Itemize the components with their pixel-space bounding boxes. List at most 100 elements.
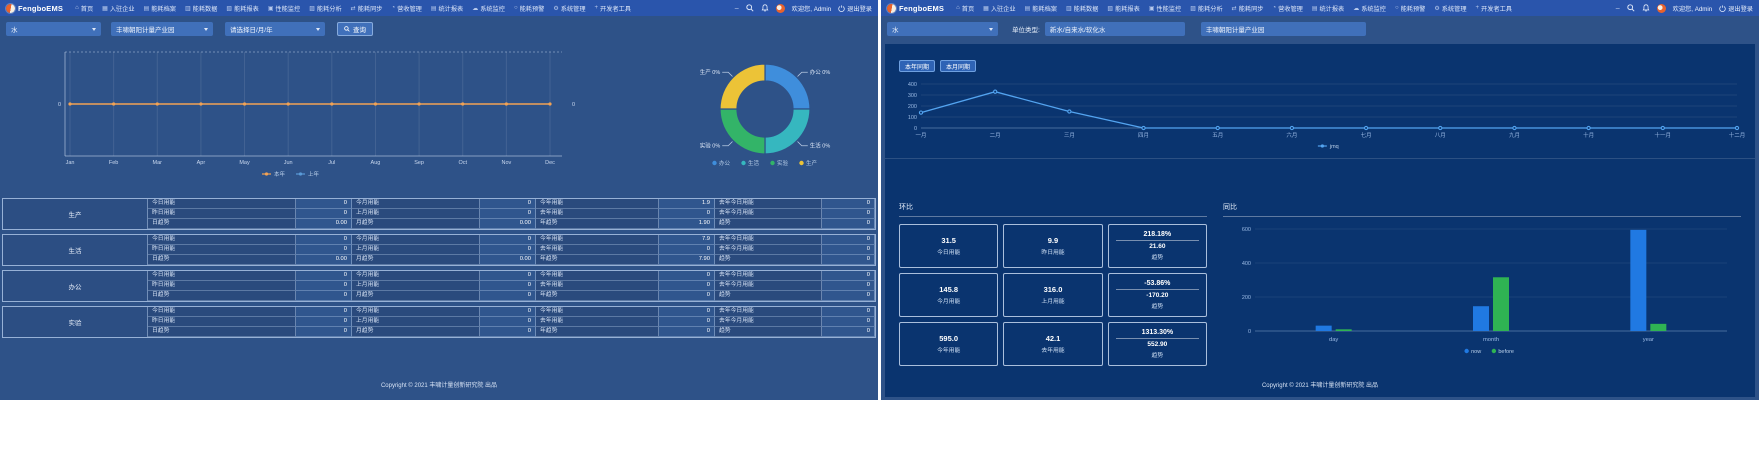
avatar[interactable]	[1656, 3, 1666, 13]
table-cell-value: 0	[296, 271, 352, 281]
energy-type-select[interactable]: 水	[887, 22, 998, 36]
nav-item-label: 统计报表	[438, 5, 464, 13]
nav-item[interactable]: ▤ 能耗档案	[144, 4, 176, 13]
bell-icon[interactable]	[1642, 4, 1650, 12]
table-cell-value: 0	[822, 281, 875, 291]
nav-item-label: 入驻企业	[990, 5, 1016, 13]
nav-item[interactable]: ▣ 性能监控	[1149, 4, 1181, 13]
divider	[1115, 240, 1199, 241]
table-cell-value: 0	[659, 291, 715, 301]
svg-text:Aug: Aug	[371, 160, 381, 166]
brand[interactable]: FengboEMS	[887, 3, 944, 13]
stats-report-icon: ▤	[1311, 5, 1318, 12]
card-caption: 趋势	[1151, 304, 1164, 310]
table-cell-value: 0	[296, 317, 352, 327]
table-cell-label: 趋势	[715, 327, 822, 337]
nav-item[interactable]: ⚙ 系统管理	[1434, 4, 1466, 13]
nav-item[interactable]: ☁ 系统监控	[1353, 4, 1386, 13]
nav-item[interactable]: ○ 能耗预警	[514, 4, 544, 13]
nav-right: – 欢迎您, Admin 退出登录	[1615, 3, 1753, 13]
table-cell-label: 趋势	[715, 255, 822, 265]
table-cell-label: 月趋势	[352, 219, 480, 229]
nav-item[interactable]: ○ 能耗预警	[1395, 4, 1425, 13]
date-select[interactable]: 请选择日/月/年	[225, 22, 325, 36]
svg-text:Oct: Oct	[458, 160, 467, 166]
table-cell-value: 0	[659, 327, 715, 337]
park-select[interactable]: 丰啸朝阳计量产业园	[1200, 22, 1366, 36]
bell-icon[interactable]	[761, 4, 769, 12]
nav-item[interactable]: ▣ 性能监控	[268, 4, 300, 13]
table-cell-value: 0	[822, 255, 875, 265]
nav-item[interactable]: ▥ 能耗数据	[1066, 4, 1098, 13]
trend-card: 1313.30% 552.90 趋势	[1107, 322, 1207, 366]
table-cell-label: 去年今日用能	[715, 307, 822, 317]
table-cell-label: 年趋势	[536, 327, 659, 337]
svg-text:六月: 六月	[1286, 131, 1297, 139]
svg-text:May: May	[239, 160, 250, 166]
nav-item-label: 能耗同步	[357, 5, 383, 13]
nav-item[interactable]: ☁ 系统监控	[472, 4, 505, 13]
nav-item[interactable]: ◔ 营收管理	[391, 4, 421, 13]
svg-text:Sep: Sep	[414, 160, 424, 166]
query-button[interactable]: 查询	[337, 22, 373, 36]
table-cell-label: 今月用能	[352, 307, 480, 317]
year-same-period-button[interactable]: 本年同期	[899, 60, 936, 72]
nav-item[interactable]: ▨ 能耗分析	[309, 4, 341, 13]
svg-text:0: 0	[58, 102, 61, 108]
brand[interactable]: FengboEMS	[6, 3, 63, 13]
table-cell-value: 0	[659, 281, 715, 291]
park-select[interactable]: 丰啸朝阳计量产业园	[111, 22, 213, 36]
nav-item[interactable]: ⌂ 首页	[75, 4, 93, 13]
card-caption: 今日用能	[937, 250, 961, 256]
plus-icon: +	[1475, 5, 1480, 11]
svg-text:Apr: Apr	[197, 160, 206, 166]
energy-type-select[interactable]: 水	[6, 22, 101, 36]
search-icon[interactable]	[745, 4, 754, 12]
nav-item[interactable]: ⚙ 系统管理	[553, 4, 585, 13]
nav-item[interactable]: ▦ 入驻企业	[102, 4, 134, 13]
table-cell-value: 7.90	[659, 255, 715, 265]
nav-item[interactable]: ⌂ 首页	[956, 4, 974, 13]
table-cell-value: 0	[480, 307, 536, 317]
filter-row: 水 单位类型: 新水/自来水/软化水 丰啸朝阳计量产业园	[881, 16, 1759, 42]
svg-text:上年: 上年	[308, 170, 320, 178]
table-cell-label: 上月用能	[352, 245, 480, 255]
cloud-monitor-icon: ☁	[472, 5, 479, 12]
nav-item[interactable]: ⇄ 能耗同步	[1232, 4, 1264, 13]
table-cell-label: 日趋势	[148, 327, 296, 337]
table-cell-label: 趋势	[715, 291, 822, 301]
nav-item[interactable]: + 开发者工具	[595, 4, 631, 13]
nav-item[interactable]: ▦ 入驻企业	[983, 4, 1015, 13]
table-group: 办公 今日用能 0 今月用能 0 今年用能 0 去年今日用能 0 昨日用能 0 上月用能 0 去年用能 0 去…	[2, 270, 876, 302]
nav-item-label: 能耗数据	[192, 5, 218, 13]
search-icon[interactable]	[1626, 4, 1635, 12]
unit-type-select[interactable]: 新水/自来水/软化水	[1044, 22, 1185, 36]
gear-icon: ⚙	[553, 5, 559, 12]
svg-text:0: 0	[1248, 329, 1251, 335]
month-same-period-button[interactable]: 本月同期	[940, 60, 977, 72]
footer-copyright: Copyright © 2021 丰啸计量创新研究院 出品	[1261, 383, 1379, 389]
avatar[interactable]	[775, 3, 785, 13]
nav-item[interactable]: ▥ 能耗数据	[185, 4, 217, 13]
nav-item[interactable]: ⇄ 能耗同步	[351, 4, 383, 13]
table-cell-label: 去年用能	[536, 281, 659, 291]
table-cell-value: 0	[480, 281, 536, 291]
nav-item[interactable]: ▨ 能耗分析	[1190, 4, 1222, 13]
logout-button[interactable]: 退出登录	[838, 4, 872, 13]
nav-item[interactable]: ▤ 统计报表	[1312, 4, 1344, 13]
table-cell-label: 今月用能	[352, 199, 480, 209]
nav-more-indicator[interactable]: –	[1615, 4, 1620, 12]
plus-icon: +	[594, 5, 599, 11]
nav-item-label: 营收管理	[1278, 5, 1303, 13]
table-cell-value: 0.00	[296, 219, 352, 229]
nav-item[interactable]: + 开发者工具	[1476, 4, 1512, 13]
nav-item[interactable]: ▤ 能耗档案	[1025, 4, 1057, 13]
logout-button[interactable]: 退出登录	[1719, 4, 1753, 13]
table-cell-label: 年趋势	[536, 255, 659, 265]
nav-more-indicator[interactable]: –	[734, 4, 739, 12]
nav-item[interactable]: ◔ 营收管理	[1272, 4, 1302, 13]
nav-item[interactable]: ▧ 能耗报表	[226, 4, 258, 13]
nav-item[interactable]: ▧ 能耗报表	[1107, 4, 1139, 13]
nav-item[interactable]: ▤ 统计报表	[431, 4, 463, 13]
nav-item-label: 性能监控	[1156, 5, 1182, 13]
